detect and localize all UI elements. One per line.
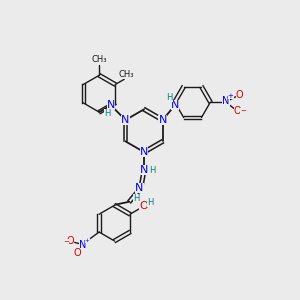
Text: N: N: [140, 165, 148, 175]
Text: O: O: [236, 90, 243, 100]
Text: N: N: [135, 183, 144, 193]
Text: CH₃: CH₃: [119, 70, 134, 79]
Text: H: H: [149, 166, 156, 175]
Text: N: N: [222, 96, 230, 106]
Text: O: O: [74, 248, 82, 258]
Text: N: N: [140, 147, 148, 157]
Text: N: N: [79, 239, 86, 250]
Text: H: H: [104, 109, 110, 118]
Text: +: +: [228, 92, 234, 98]
Text: +: +: [85, 238, 90, 243]
Text: H: H: [133, 194, 139, 203]
Text: N: N: [158, 115, 167, 125]
Text: O: O: [139, 201, 148, 211]
Text: N: N: [171, 100, 179, 110]
Text: H: H: [147, 197, 153, 206]
Text: −: −: [63, 238, 69, 244]
Text: CH₃: CH₃: [92, 55, 107, 64]
Text: H: H: [167, 93, 173, 102]
Text: −: −: [240, 108, 246, 114]
Text: N: N: [121, 115, 130, 125]
Text: O: O: [66, 236, 74, 246]
Text: O: O: [234, 106, 242, 116]
Text: N: N: [106, 100, 115, 110]
